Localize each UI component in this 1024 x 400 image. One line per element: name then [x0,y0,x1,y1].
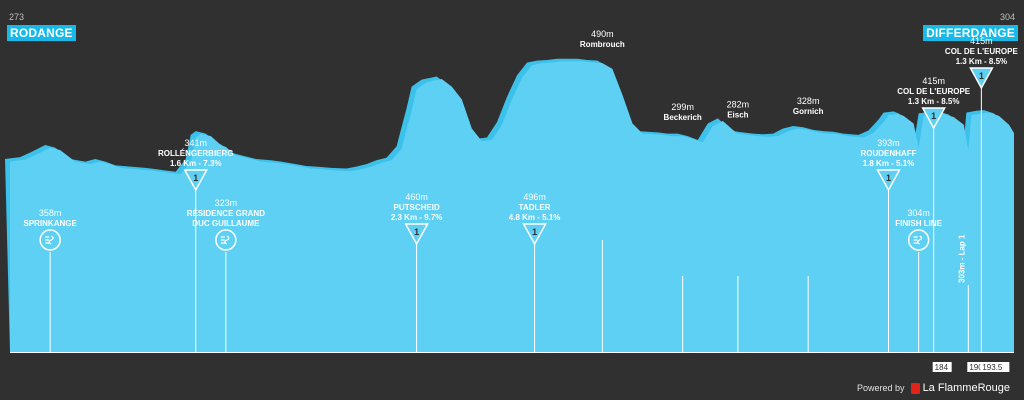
x-tick-label: 8 [52,352,57,361]
x-tick-label: 37 [198,352,207,361]
elevation-area [10,61,1014,353]
finish-km-marker: 304 [999,12,1015,22]
powered-by: Powered by La FlammeRouge [857,382,1010,394]
x-tick-label: 184 [935,363,949,372]
annotation-elevation: 415m [922,76,945,86]
annotation-elevation: 282m [727,100,750,110]
x-tick-label: 159 [810,352,824,361]
brand-name: La FlammeRouge [922,382,1010,394]
annotation-elevation: 299m [671,102,694,112]
annotation-detail: 1.6 Km - 7.3% [170,159,222,168]
climb-triangle [969,67,994,90]
x-tick-label: 134 [685,352,699,361]
annotation-name: RÉSIDENCE GRAND [187,209,265,218]
x-tick-label: 81 [419,352,428,361]
annotation-elevation: 393m [877,138,900,148]
annotation-elevation: 323m [215,198,238,208]
annotation-elevation: 490m [591,29,614,39]
x-tick-label: 145 [740,352,754,361]
annotation-name: Gornich [793,107,824,116]
annotation-name: FINISH LINE [895,219,942,228]
annotation-name: ROUDENHAFF [861,149,917,158]
climb-category: 1 [414,227,419,237]
x-tick-label: 181 [921,352,935,361]
sprint-glyph [913,235,923,245]
climb-marker-icon: 1 [876,169,901,192]
annotation-elevation: 328m [797,96,820,106]
finish-location-title: DIFFERDANGE [923,25,1018,41]
climb-triangle [404,223,429,246]
sprint-marker-icon [907,229,930,251]
sprint-marker-icon [215,229,237,251]
annotation-elevation: 358m [39,208,62,218]
x-tick-label: 43 [228,352,237,361]
climb-triangle [921,107,946,130]
annotation-elevation: 341m [184,138,207,148]
annotation-name: COL DE L'EUROPE [945,47,1019,56]
x-tick-label: 118 [604,352,617,361]
annotation-detail: 1.3 Km - 8.5% [956,57,1008,66]
climb-category: 1 [886,173,891,183]
annotation-name: SPRINKANGE [23,219,77,228]
climb-category: 1 [931,111,936,121]
x-tick-box-bg [932,362,952,372]
x-tick-label: 190.9 [969,363,990,372]
annotation-detail: 1.8 Km - 5.1% [863,159,915,168]
climb-triangle [876,169,901,192]
annotation-detail: 2.3 Km - 9.7% [391,213,443,222]
annotation-elevation: 460m [405,192,428,202]
annotation-name: DUC GUILLAUME [192,219,260,228]
climb-marker-icon: 1 [921,107,946,130]
x-tick-label: 175 [891,352,905,361]
start-location-title: RODANGE [7,25,76,41]
annotation-name: Eisch [727,111,748,120]
sprint-marker-icon [39,229,61,251]
annotation-name: ROLLÉNGERBIERG [158,149,234,158]
annotation-detail: 4.8 Km - 5.1% [509,213,561,222]
brand: La FlammeRouge [910,382,1010,394]
x-tick-label: 200 [1000,352,1014,361]
sprint-glyph [45,235,54,245]
annotation-name: TADLER [519,203,551,212]
lap-label: 303m - Lap 1 [957,234,966,283]
annotation-name: PUTSCHEID [394,203,440,212]
climb-marker-icon: 1 [522,223,547,246]
sprint-glyph [220,235,230,245]
powered-by-label: Powered by [857,383,905,393]
annotation-name: Rombrouch [580,40,625,49]
climb-category: 1 [193,173,198,183]
annotation-detail: 1.3 Km - 8.5% [908,97,960,106]
climb-triangle [183,169,209,192]
start-km-marker: 273 [9,12,25,22]
annotation-elevation: 496m [523,192,546,202]
x-tick-box-bg [980,362,1010,372]
x-tick-label: 0 [12,352,17,361]
annotation-elevation: 415m [970,36,993,46]
climb-triangle [522,223,547,246]
climb-category: 1 [532,227,537,237]
x-tick-box-193.5: 193.5 [980,362,1010,372]
x-tick-label: 104.5 [537,352,558,361]
climb-category: 1 [979,71,984,81]
climb-marker-icon: 1 [969,67,994,90]
climb-marker-icon: 1 [404,223,429,246]
annotation-elevation: 304m [907,208,930,218]
flamme-rouge-logo-icon [910,382,920,394]
annotation-name: Beckerich [664,113,702,122]
annotation-name: COL DE L'EUROPE [897,87,971,96]
x-tick-box-184: 184 [932,362,952,372]
climb-marker-icon: 1 [183,169,209,192]
x-tick-label: 193.5 [982,363,1003,372]
